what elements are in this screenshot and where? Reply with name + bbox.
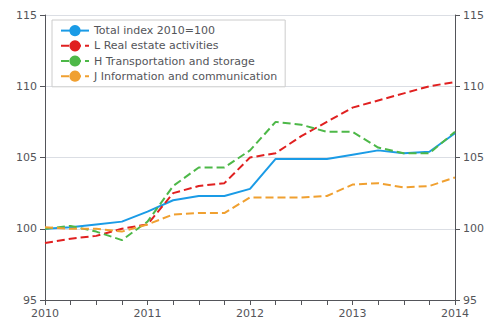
svg-text:2014: 2014 <box>441 307 469 320</box>
svg-text:115: 115 <box>16 9 37 22</box>
svg-text:95: 95 <box>23 294 37 307</box>
svg-text:2012: 2012 <box>236 307 264 320</box>
svg-text:105: 105 <box>16 151 37 164</box>
svg-text:95: 95 <box>463 294 477 307</box>
svg-text:L Real estate activities: L Real estate activities <box>94 39 219 52</box>
svg-text:2013: 2013 <box>339 307 367 320</box>
svg-text:115: 115 <box>463 9 484 22</box>
svg-text:2011: 2011 <box>134 307 162 320</box>
svg-text:100: 100 <box>463 222 484 235</box>
svg-text:105: 105 <box>463 151 484 164</box>
svg-text:Total index 2010=100: Total index 2010=100 <box>93 24 215 37</box>
svg-text:H Transportation and storage: H Transportation and storage <box>94 55 255 68</box>
svg-text:J Information and communicatio: J Information and communication <box>93 70 277 83</box>
svg-text:100: 100 <box>16 222 37 235</box>
svg-text:110: 110 <box>16 80 37 93</box>
svg-text:110: 110 <box>463 80 484 93</box>
svg-text:2010: 2010 <box>31 307 59 320</box>
